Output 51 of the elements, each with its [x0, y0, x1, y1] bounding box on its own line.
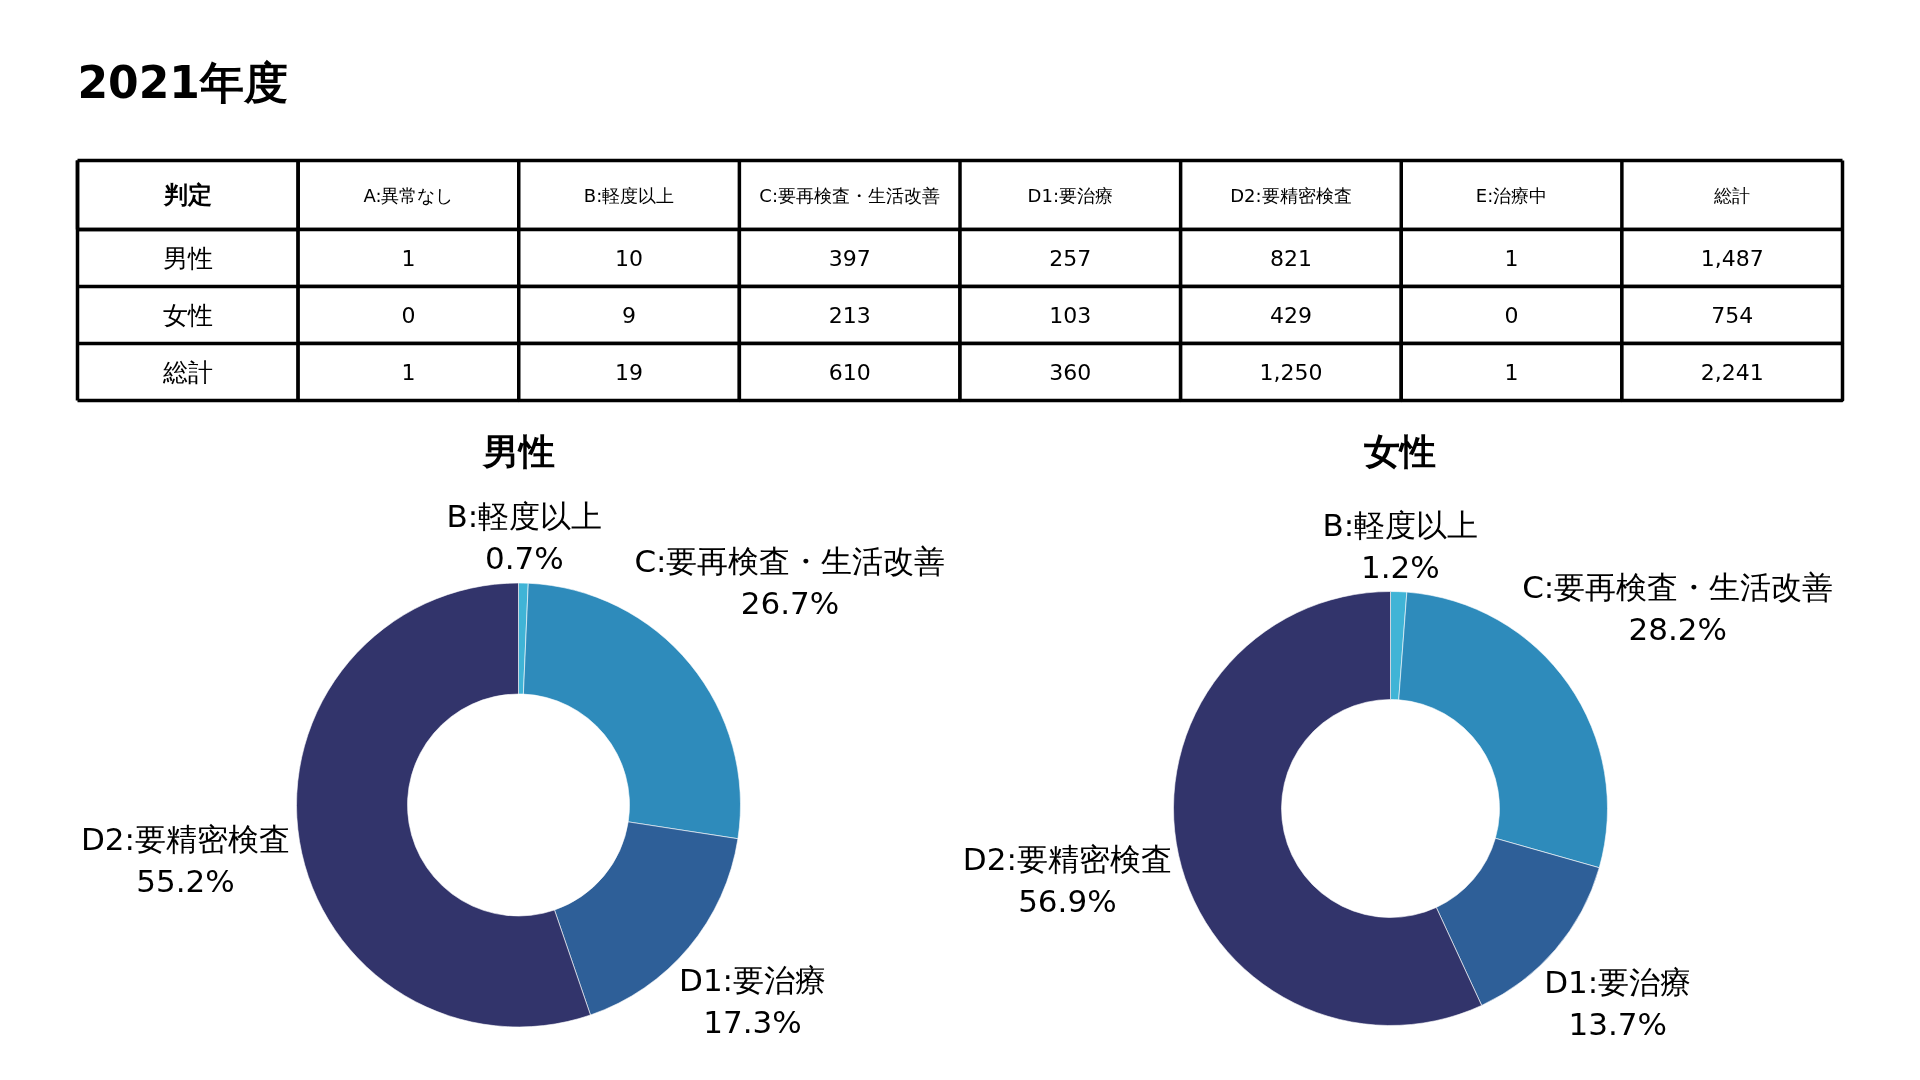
x-tick-label: C:要再検査・生活改善: [759, 184, 941, 206]
slice-label: D2:要精密検査: [81, 821, 291, 858]
data-label: 0.7%: [485, 540, 564, 577]
data-label: 9: [622, 303, 637, 328]
data-label: 13.7%: [1568, 1005, 1667, 1042]
chart-title: 2021年度: [77, 57, 288, 108]
data-label: 2,241: [1700, 360, 1764, 385]
slice-label: D2:要精密検査: [962, 840, 1172, 877]
chart-title: 男性: [481, 431, 555, 472]
data-label: 28.2%: [1628, 611, 1727, 647]
slice-label: B:軽度以上: [1322, 507, 1479, 544]
data-label: 1: [401, 246, 416, 271]
x-tick-label: 総計: [1713, 184, 1751, 206]
data-label: 103: [1049, 303, 1092, 328]
data-label: 1: [1504, 246, 1519, 271]
slice-label: D1:要治療: [1544, 963, 1692, 1000]
data-label: 1: [1504, 360, 1519, 385]
chart-title: 女性: [1363, 431, 1436, 472]
data-label: 429: [1269, 303, 1312, 328]
data-label: 360: [1049, 360, 1092, 385]
data-label: 0: [401, 303, 416, 328]
data-label: 397: [828, 246, 871, 271]
data-label: 257: [1049, 246, 1092, 271]
data-label: 17.3%: [703, 1003, 802, 1040]
data-label: 10: [615, 246, 644, 271]
x-axis-title: 判定: [162, 181, 212, 209]
slice-label: D1:要治療: [679, 961, 827, 998]
data-label: 610: [828, 360, 871, 385]
data-label: 821: [1269, 246, 1312, 271]
data-label: 26.7%: [740, 585, 840, 622]
x-tick-label: D1:要治療: [1027, 184, 1114, 206]
slice-label: B:軽度以上: [446, 498, 603, 535]
data-label: 1.2%: [1361, 549, 1440, 586]
data-label: 754: [1711, 303, 1754, 328]
data-label: 56.9%: [1018, 882, 1117, 919]
data-label: 1,487: [1700, 246, 1764, 271]
x-tick-label: E:治療中: [1475, 184, 1548, 206]
x-tick-label: A:異常なし: [363, 184, 454, 206]
data-label: 213: [828, 303, 871, 328]
x-tick-label: D2:要精密検査: [1230, 184, 1352, 206]
slice-label: C:要再検査・生活改善: [1522, 569, 1834, 605]
y-tick-label: 総計: [161, 357, 213, 387]
data-label: 0: [1504, 303, 1519, 328]
data-label: 19: [615, 360, 644, 385]
slice-label: C:要再検査・生活改善: [634, 543, 946, 580]
y-tick-label: 男性: [162, 243, 213, 273]
y-tick-label: 女性: [162, 300, 213, 330]
data-label: 55.2%: [136, 863, 235, 900]
data-label: 1: [401, 360, 416, 385]
x-tick-label: B:軽度以上: [583, 184, 675, 206]
data-label: 1,250: [1259, 360, 1323, 385]
